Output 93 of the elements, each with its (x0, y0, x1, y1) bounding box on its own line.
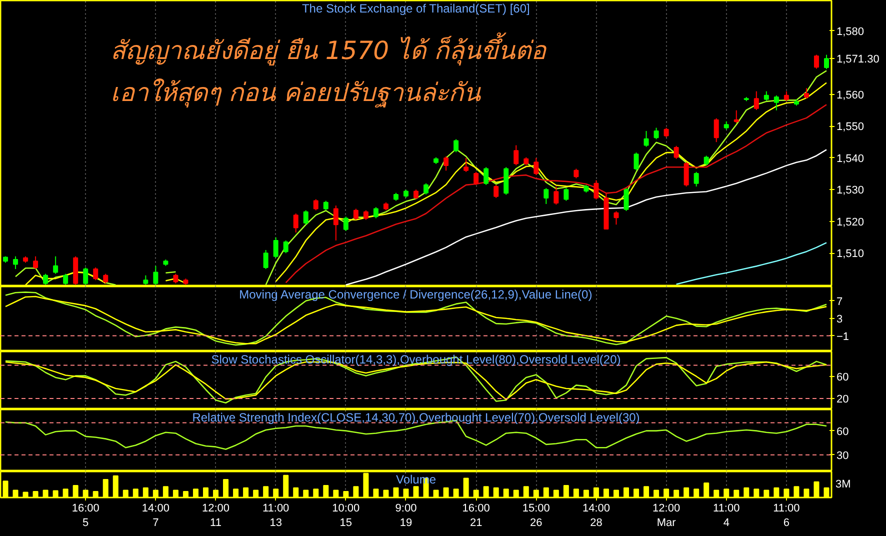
candlestick (514, 144, 519, 166)
candlestick (614, 210, 619, 226)
candlestick (754, 90, 759, 111)
line-series (676, 242, 828, 285)
candlestick (103, 273, 108, 284)
candlestick (534, 157, 539, 176)
candlestick (33, 256, 38, 270)
y-tick-label: 20 (836, 393, 849, 406)
candlestick (333, 205, 338, 241)
annotation: เอาให้สุดๆ ก่อน ค่อยปรับฐานล่ะกัน (110, 78, 482, 108)
y-tick-label: 1,530 (836, 184, 864, 197)
y-tick-label: 1,560 (836, 89, 864, 102)
candlestick (353, 208, 358, 220)
candlestick (83, 266, 88, 286)
candlestick (804, 88, 809, 100)
y-tick-label: 1,571.30 (836, 54, 880, 66)
candlestick (594, 180, 599, 200)
candlestick (13, 256, 18, 270)
candlestick (784, 90, 789, 102)
y-tick-label: 1,510 (836, 248, 864, 260)
y-tick-label: 7 (836, 296, 843, 308)
candlestick (63, 273, 68, 286)
candlestick (464, 157, 469, 172)
candlestick (654, 127, 659, 140)
y-tick-label: 30 (836, 450, 849, 462)
x-tick-label: 12:00 11 (202, 502, 230, 529)
candlestick (564, 188, 569, 202)
candlestick (313, 198, 318, 211)
candlestick (554, 186, 559, 206)
candlestick (323, 200, 328, 211)
chart-title: Volume (396, 472, 436, 486)
candlestick (714, 118, 719, 143)
candlestick (704, 155, 709, 166)
y-tick-label: −1 (836, 330, 850, 343)
candlestick (173, 273, 178, 284)
candlestick (634, 152, 639, 171)
candlestick (424, 182, 429, 195)
x-tick-label: 10:00 15 (332, 502, 360, 529)
x-tick-label: 15:00 26 (522, 502, 550, 529)
y-tick-label: 1,550 (836, 121, 864, 134)
candlestick (494, 184, 499, 198)
candlestick (53, 256, 58, 274)
x-tick-label: 11:00 4 (713, 502, 740, 529)
candlestick (824, 54, 829, 70)
candlestick (484, 166, 489, 186)
x-tick-label: 14:00 7 (142, 502, 170, 529)
annotation: สัญญาณยังดีอยู่ ยืน 1570 ได้ ก็ลุ้นขึ้นต่อ (110, 32, 547, 66)
candlestick (684, 162, 689, 188)
candlestick (414, 189, 418, 200)
candlestick (143, 274, 148, 286)
candlestick (734, 110, 739, 124)
candlestick (664, 127, 669, 138)
candlestick (674, 145, 679, 160)
y-tick-label: 1,520 (836, 216, 864, 228)
x-tick-label: 9:00 19 (395, 502, 417, 529)
candlestick (574, 168, 579, 179)
candlestick (93, 266, 98, 281)
x-tick-label: 11:00 6 (773, 502, 800, 529)
candlestick (814, 54, 819, 70)
candlestick (774, 94, 779, 111)
candlestick (764, 90, 769, 102)
x-tick-label: 16:00 21 (462, 502, 490, 529)
candlestick (293, 212, 298, 234)
y-tick-label: 1,580 (836, 26, 864, 38)
y-axis-title: 3M (836, 478, 851, 490)
candlestick (273, 236, 278, 258)
y-tick-label: 60 (836, 426, 849, 438)
candlestick (43, 273, 48, 286)
candlestick (624, 188, 629, 212)
x-tick-label: 11:00 13 (262, 502, 290, 529)
y-tick-label: 1,540 (836, 152, 864, 165)
candlestick (454, 138, 459, 153)
candlestick (474, 171, 479, 186)
y-tick-label: 3 (836, 313, 843, 326)
x-tick-label: 12:00 Mar (652, 502, 680, 529)
candlestick (153, 265, 158, 286)
y-tick-label: 60 (836, 371, 849, 384)
line-series (345, 149, 828, 286)
candlestick (283, 240, 288, 254)
chart-title: Relative Strength Index(CLOSE,14,30,70),Overbought Level(70),Oversold Level(30) (192, 410, 640, 424)
candlestick (303, 210, 308, 226)
candlestick (644, 130, 649, 148)
candlestick (263, 249, 268, 270)
x-tick-label: 16:00 5 (72, 502, 100, 529)
chart-title: Moving Average Convergence / Divergence(26,12,9),Value Line(0) (239, 288, 592, 302)
candlestick (544, 188, 549, 204)
candlestick (444, 156, 449, 172)
candlestick (363, 210, 368, 220)
candlestick (373, 206, 378, 219)
candlestick (694, 171, 699, 188)
chart-title: The Stock Exchange of Thailand(SET) [60] (302, 2, 530, 16)
candlestick (343, 216, 348, 232)
x-tick-label: 14:00 28 (582, 502, 610, 529)
